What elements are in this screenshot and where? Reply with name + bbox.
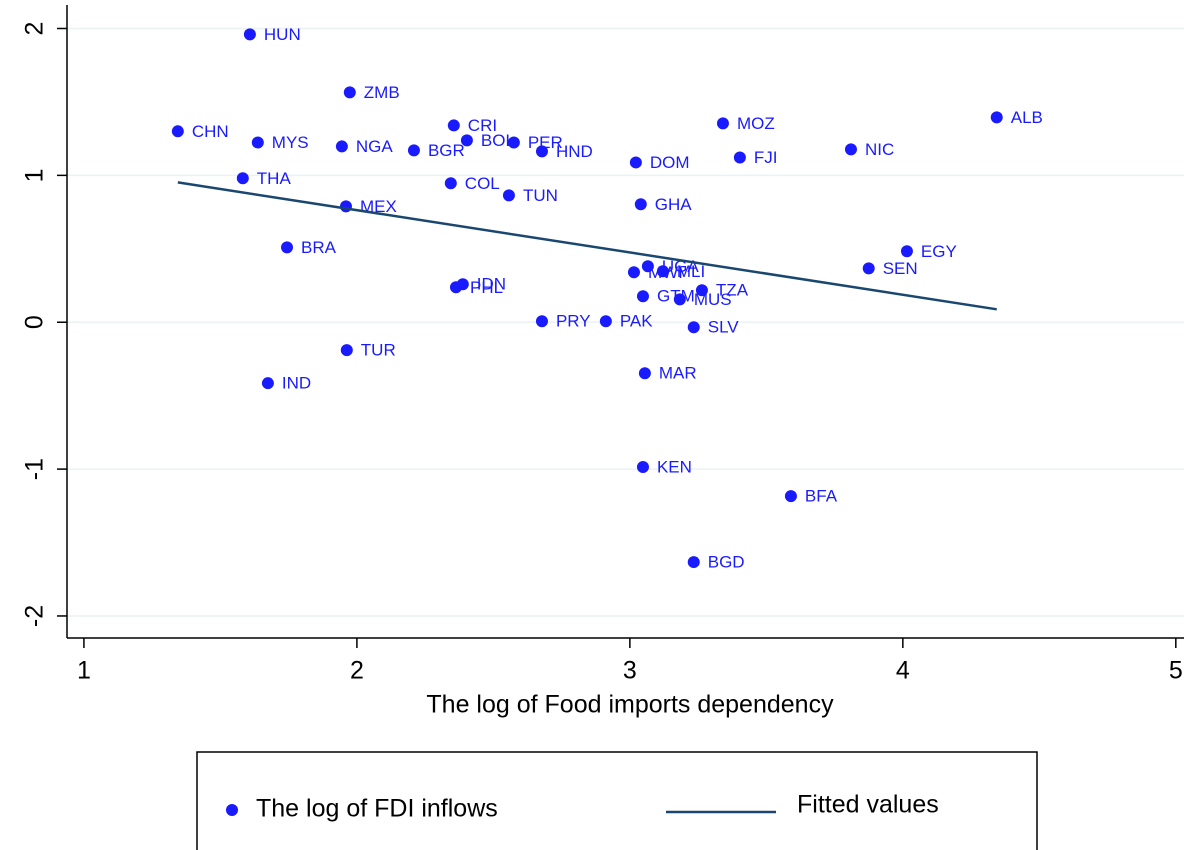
point	[656, 265, 669, 278]
point-label: SEN	[883, 259, 918, 278]
y-tick-label: -2	[21, 605, 49, 627]
point-label: ZMB	[364, 83, 400, 102]
x-tick-label: 5	[1169, 657, 1183, 685]
point	[171, 125, 184, 138]
point	[784, 490, 797, 503]
point	[636, 290, 649, 303]
point	[444, 177, 457, 190]
point	[251, 136, 264, 149]
point-label: BRA	[301, 238, 337, 257]
point	[636, 461, 649, 474]
point-label: MLI	[677, 262, 705, 281]
point	[460, 134, 473, 147]
point	[900, 245, 913, 258]
point	[687, 556, 700, 569]
point	[716, 117, 729, 130]
point-label: PAK	[620, 312, 653, 331]
x-axis-title: The log of Food imports dependency	[426, 691, 834, 719]
point-label: FJI	[754, 148, 778, 167]
legend-label: The log of FDI inflows	[256, 795, 498, 823]
point-label: ALB	[1011, 108, 1043, 127]
point-label: GHA	[655, 195, 693, 214]
point-label: MAR	[659, 364, 697, 383]
point-label: CHN	[192, 122, 229, 141]
point-label: TZA	[716, 281, 749, 300]
legend-label: Fitted values	[797, 791, 939, 819]
point-label: COL	[465, 174, 500, 193]
point-label: PRY	[556, 312, 591, 331]
y-tick-label: 0	[21, 315, 49, 329]
point-label: NGA	[356, 137, 394, 156]
point-label: MOZ	[737, 114, 775, 133]
point	[695, 284, 708, 297]
point	[535, 145, 548, 158]
point-label: KEN	[657, 458, 692, 477]
y-tick-label: 1	[21, 168, 49, 182]
point-label: SLV	[708, 318, 740, 337]
x-tick-label: 3	[623, 657, 637, 685]
point	[634, 198, 647, 211]
point	[407, 144, 420, 157]
point	[507, 136, 520, 149]
point-label: MYS	[272, 133, 309, 152]
point-label: DOM	[650, 153, 690, 172]
point-label: BOL	[481, 131, 515, 150]
point-label: TUN	[523, 186, 558, 205]
point	[339, 200, 352, 213]
legend-box	[196, 751, 1038, 850]
point	[641, 260, 654, 273]
point	[281, 241, 294, 254]
point	[629, 156, 642, 169]
point	[844, 143, 857, 156]
x-tick-label: 1	[77, 657, 91, 685]
point	[340, 344, 353, 357]
point-label: BGR	[428, 141, 465, 160]
point	[456, 278, 469, 291]
point-label: BGD	[708, 553, 745, 572]
legend-marker	[226, 804, 238, 816]
point	[535, 315, 548, 328]
point	[343, 86, 356, 99]
point	[236, 172, 249, 185]
point	[687, 321, 700, 334]
point-label: EGY	[921, 242, 957, 261]
point	[447, 119, 460, 132]
point-label: PER	[528, 133, 563, 152]
point	[243, 28, 256, 41]
point-label: THA	[257, 169, 292, 188]
fit-line	[177, 181, 997, 311]
x-tick-label: 2	[350, 657, 364, 685]
point-label: IDN	[477, 275, 506, 294]
point-label: CRI	[468, 116, 497, 135]
point-label: BFA	[805, 487, 838, 506]
point	[733, 151, 746, 164]
point-label: TUR	[361, 341, 396, 360]
point-label: PHL	[470, 278, 503, 297]
point-label: HND	[556, 142, 593, 161]
point	[862, 262, 875, 275]
point	[335, 140, 348, 153]
x-tick-label: 4	[896, 657, 910, 685]
point-label: NIC	[865, 140, 894, 159]
point	[638, 367, 651, 380]
point	[599, 315, 612, 328]
point	[502, 189, 515, 202]
y-tick-label: -1	[21, 458, 49, 480]
point	[990, 111, 1003, 124]
y-tick-label: 2	[21, 22, 49, 36]
point	[673, 293, 686, 306]
point-label: HUN	[264, 25, 301, 44]
point	[627, 266, 640, 279]
point	[261, 377, 274, 390]
point-label: IND	[282, 374, 311, 393]
